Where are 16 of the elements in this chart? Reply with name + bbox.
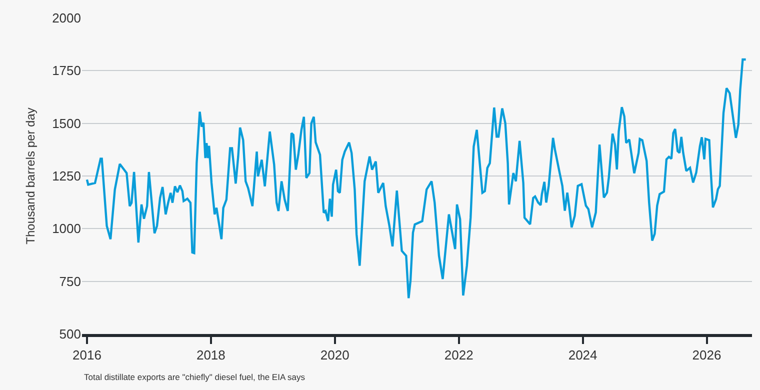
y-tick-label: 1500: [52, 116, 81, 131]
text: Total distillate exports are "chiefly" diesel fuel, the EIA says: [84, 372, 306, 382]
x-tick-label: 2018: [196, 347, 226, 362]
x-tick-label: 2024: [568, 347, 598, 362]
y-tick-label: 750: [59, 274, 81, 289]
y-tick-label: 500: [59, 326, 81, 342]
x-tick-label: 2016: [72, 347, 102, 362]
y-axis-title: Thousand barrels per day: [23, 108, 38, 244]
y-tick-label: 1250: [52, 168, 81, 184]
x-tick-label: 2020: [320, 347, 350, 362]
y-tick-label: 1750: [52, 63, 81, 78]
y-tick-label: 2000: [52, 10, 81, 26]
y-tick-label: 1000: [52, 221, 81, 236]
x-tick-label: 2026: [692, 347, 722, 362]
x-tick-label: 2022: [444, 347, 474, 362]
line-series: [86, 58, 747, 300]
